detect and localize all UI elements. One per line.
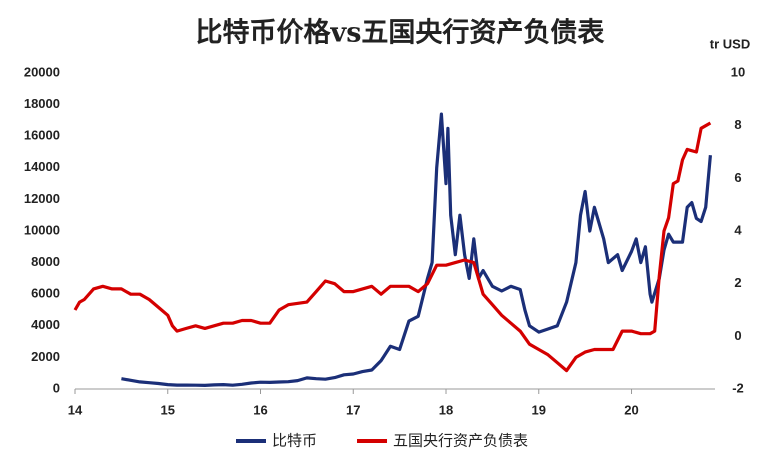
x-tick-label: 16: [253, 402, 267, 417]
y-tick-label: 12000: [24, 191, 60, 206]
x-tick-label: 14: [68, 402, 83, 417]
y-tick-label: 20000: [24, 64, 60, 79]
y-tick-label: 16000: [24, 128, 60, 143]
y2-tick-label: 10: [731, 64, 745, 79]
chart-title: 比特币价格vs五国央行资产负债表: [196, 17, 605, 49]
y2-tick-label: 2: [734, 275, 741, 290]
y-tick-label: 18000: [24, 96, 60, 111]
series-line: [73, 121, 712, 373]
legend-label: 比特币: [272, 432, 317, 450]
y2-tick-label: 4: [734, 222, 742, 237]
legend-label: 五国央行资产负债表: [393, 432, 528, 450]
y-tick-label: 14000: [24, 159, 60, 174]
y-tick-label: 6000: [31, 286, 60, 301]
series-line: [121, 112, 712, 387]
x-tick-label: 20: [624, 402, 638, 417]
y2-tick-label: 0: [734, 328, 741, 343]
y-tick-label: 0: [53, 380, 60, 395]
y-tick-label: 2000: [31, 349, 60, 364]
y2-tick-label: -2: [732, 380, 744, 395]
y-tick-label: 4000: [31, 317, 60, 332]
y-tick-label: 10000: [24, 222, 60, 237]
y-tick-label: 8000: [31, 254, 60, 269]
x-tick-label: 18: [439, 402, 453, 417]
x-tick-label: 15: [161, 402, 175, 417]
x-tick-label: 17: [346, 402, 360, 417]
y2-tick-label: 8: [734, 117, 741, 132]
y2-axis-label: tr USD: [710, 36, 750, 51]
x-tick-label: 19: [532, 402, 546, 417]
y2-tick-label: 6: [734, 170, 741, 185]
